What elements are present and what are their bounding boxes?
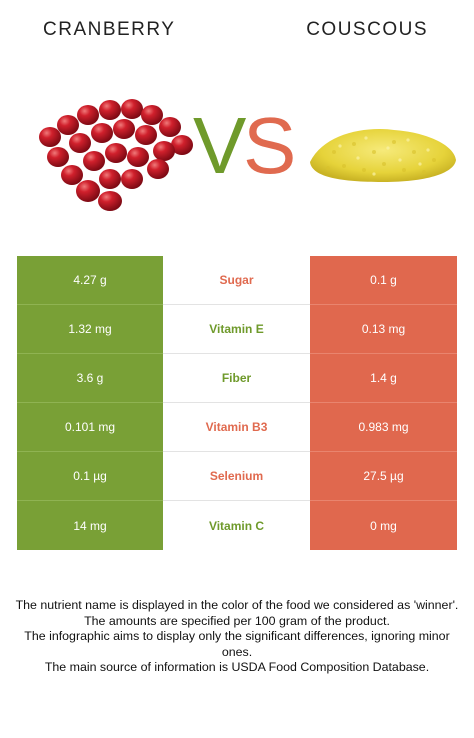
table-row: 1.32 mg Vitamin E 0.13 mg xyxy=(17,305,457,354)
nutrient-name: Selenium xyxy=(163,452,310,501)
table-row: 3.6 g Fiber 1.4 g xyxy=(17,354,457,403)
cranberry-value: 3.6 g xyxy=(17,354,163,403)
table-row: 4.27 g Sugar 0.1 g xyxy=(17,256,457,305)
table-row: 14 mg Vitamin C 0 mg xyxy=(17,501,457,550)
nutrient-name: Sugar xyxy=(163,256,310,305)
nutrient-name: Fiber xyxy=(163,354,310,403)
couscous-value: 0.1 g xyxy=(310,256,457,305)
vs-letter-v: V xyxy=(193,101,247,190)
couscous-value: 0 mg xyxy=(310,501,457,550)
cranberry-value: 4.27 g xyxy=(17,256,163,305)
nutrient-name: Vitamin C xyxy=(163,501,310,550)
food-title-cranberry: CRANBERRY xyxy=(43,19,176,40)
table-row: 0.1 µg Selenium 27.5 µg xyxy=(17,452,457,501)
couscous-value: 27.5 µg xyxy=(310,452,457,501)
footer-note: The amounts are specified per 100 gram o… xyxy=(84,613,390,628)
cranberry-value: 0.1 µg xyxy=(17,452,163,501)
footer-note: The main source of information is USDA F… xyxy=(44,660,430,674)
couscous-value: 0.13 mg xyxy=(310,305,457,354)
cranberry-value: 0.101 mg xyxy=(17,403,163,452)
couscous-value: 0.983 mg xyxy=(310,403,457,452)
couscous-image xyxy=(310,129,456,182)
cranberry-value: 1.32 mg xyxy=(17,305,163,354)
footer-note: The infographic aims to display only the… xyxy=(24,629,450,659)
nutrient-name: Vitamin E xyxy=(163,305,310,354)
table-row: 0.101 mg Vitamin B3 0.983 mg xyxy=(17,403,457,452)
vs-letter-s: S xyxy=(243,101,297,190)
footer-note: The nutrient name is displayed in the co… xyxy=(15,598,459,612)
food-title-couscous: COUSCOUS xyxy=(306,19,428,40)
couscous-value: 1.4 g xyxy=(310,354,457,403)
footer-notes: The nutrient name is displayed in the co… xyxy=(10,598,464,676)
comparison-table: 4.27 g Sugar 0.1 g 1.32 mg Vitamin E 0.1… xyxy=(17,256,457,550)
cranberry-value: 14 mg xyxy=(17,501,163,550)
nutrient-name: Vitamin B3 xyxy=(163,403,310,452)
cranberry-image xyxy=(39,99,193,211)
